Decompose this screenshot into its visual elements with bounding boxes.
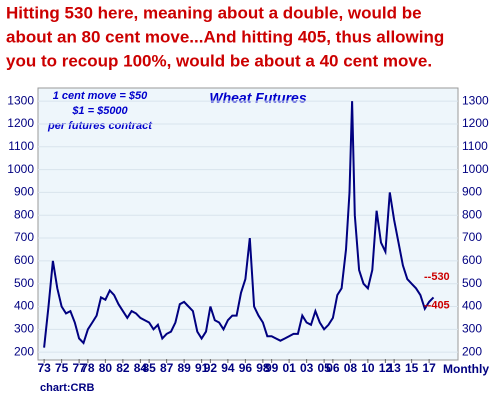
x-tick-label: 85: [142, 361, 156, 375]
y-tick-label-right: 1100: [462, 139, 488, 153]
y-tick-label: 1000: [7, 162, 34, 176]
y-tick-label-right: 800: [462, 207, 482, 221]
y-tick-label-right: 400: [462, 299, 482, 313]
y-tick-label: 600: [14, 253, 34, 267]
y-tick-label: 300: [14, 322, 34, 336]
y-tick-label-right: 1200: [462, 116, 489, 130]
y-tick-label: 800: [14, 207, 34, 221]
subtitle: Wheat Futures: [209, 90, 306, 106]
y-tick-label-right: 300: [462, 322, 482, 336]
y-tick-label: 1200: [7, 116, 34, 130]
x-tick-label: 05: [317, 361, 331, 375]
x-tick-label: 99: [265, 361, 279, 375]
title-line: about an 80 cent move...And hitting 405,…: [6, 27, 444, 46]
y-tick-label-right: 900: [462, 185, 482, 199]
x-tick-label: 17: [422, 361, 436, 375]
x-tick-label: 13: [387, 361, 401, 375]
y-tick-label: 1300: [7, 93, 34, 107]
x-tick-label: 77: [72, 361, 86, 375]
x-tick-label: 82: [116, 361, 130, 375]
note: per futures contract: [47, 120, 153, 132]
y-tick-label-right: 700: [462, 230, 482, 244]
x-tick-label: 12: [379, 361, 393, 375]
x-tick-label: 06: [326, 361, 340, 375]
price-line: [43, 101, 435, 348]
x-tick-label: 78: [81, 361, 95, 375]
annotation: --405: [424, 299, 450, 311]
x-tick-label: 98: [256, 361, 270, 375]
y-tick-label: 1100: [8, 139, 34, 153]
x-tick-label: 89: [177, 361, 191, 375]
y-tick-label: 700: [14, 230, 34, 244]
y-tick-label: 500: [14, 276, 34, 290]
source: chart:CRB: [40, 382, 94, 394]
title-line: Hitting 530 here, meaning about a double…: [6, 3, 422, 22]
x-tick-label: 96: [239, 361, 253, 375]
title-line: you to recoup 100%, would be about a 40 …: [6, 51, 432, 70]
y-tick-label-right: 1000: [462, 162, 489, 176]
x-tick-label: 73: [37, 361, 51, 375]
x-tick-label: 94: [221, 361, 235, 375]
x-tick-label: 75: [55, 361, 69, 375]
x-tick-label: 92: [204, 361, 218, 375]
y-tick-label-right: 1300: [462, 93, 489, 107]
y-tick-label: 900: [14, 185, 34, 199]
x-tick-label: 87: [160, 361, 174, 375]
x-tick-label: 03: [300, 361, 314, 375]
note: 1 cent move = $50: [53, 90, 148, 102]
x-tick-label: 15: [405, 361, 419, 375]
x-tick-label: 91: [195, 361, 209, 375]
y-tick-label: 400: [14, 299, 34, 313]
y-tick-label-right: 200: [462, 344, 482, 358]
note: $1 = $5000: [71, 105, 128, 117]
annotation: --530: [424, 271, 450, 283]
x-axis-label: Monthly: [443, 362, 489, 376]
x-tick-label: 84: [134, 361, 148, 375]
x-tick-label: 08: [344, 361, 358, 375]
x-tick-label: 80: [99, 361, 113, 375]
y-tick-label-right: 600: [462, 253, 482, 267]
x-tick-label: 10: [361, 361, 375, 375]
y-tick-label-right: 500: [462, 276, 482, 290]
x-tick-label: 01: [282, 361, 296, 375]
y-tick-label: 200: [14, 344, 34, 358]
